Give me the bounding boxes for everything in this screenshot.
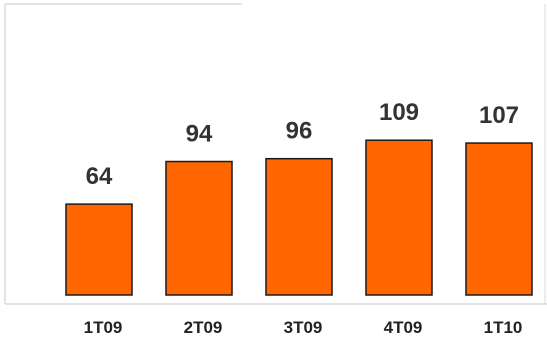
bar-2T09 [165,160,233,296]
data-labels: 64 94 96 109 107 [86,99,519,190]
x-tick-label-1T09: 1T09 [84,318,123,337]
data-label-2T09: 94 [186,121,213,148]
x-tick-label-3T09: 3T09 [284,318,323,337]
bar-1T10 [465,142,533,296]
x-tick-labels: 1T09 2T09 3T09 4T09 1T10 [84,318,523,337]
x-tick-label-1T10: 1T10 [484,318,523,337]
x-tick-label-4T09: 4T09 [384,318,423,337]
data-label-4T09: 109 [379,99,419,126]
bar-1T09 [65,203,133,296]
data-label-3T09: 96 [286,118,313,145]
x-tick-label-2T09: 2T09 [184,318,223,337]
bar-4T09 [365,139,433,296]
data-label-1T09: 64 [86,163,113,190]
bar-3T09 [265,157,333,296]
bar-series [65,139,533,296]
plot-frame [4,3,547,305]
data-label-1T10: 107 [479,102,519,129]
